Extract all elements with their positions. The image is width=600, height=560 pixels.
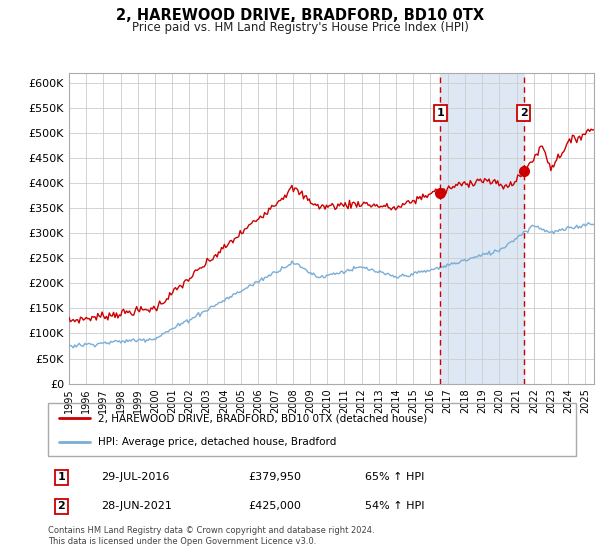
Text: 2: 2 [58, 501, 65, 511]
Text: Price paid vs. HM Land Registry's House Price Index (HPI): Price paid vs. HM Land Registry's House … [131, 21, 469, 34]
Text: 28-JUN-2021: 28-JUN-2021 [101, 501, 172, 511]
Text: Contains HM Land Registry data © Crown copyright and database right 2024.
This d: Contains HM Land Registry data © Crown c… [48, 526, 374, 546]
Text: 54% ↑ HPI: 54% ↑ HPI [365, 501, 424, 511]
Bar [440, 73, 524, 384]
Text: £425,000: £425,000 [248, 501, 302, 511]
Text: £379,950: £379,950 [248, 473, 302, 482]
Text: 29-JUL-2016: 29-JUL-2016 [101, 473, 169, 482]
Text: 2, HAREWOOD DRIVE, BRADFORD, BD10 0TX (detached house): 2, HAREWOOD DRIVE, BRADFORD, BD10 0TX (d… [98, 413, 427, 423]
Text: 1: 1 [437, 108, 445, 118]
Text: 1: 1 [58, 473, 65, 482]
Text: 65% ↑ HPI: 65% ↑ HPI [365, 473, 424, 482]
Text: HPI: Average price, detached house, Bradford: HPI: Average price, detached house, Brad… [98, 437, 337, 447]
Text: 2, HAREWOOD DRIVE, BRADFORD, BD10 0TX: 2, HAREWOOD DRIVE, BRADFORD, BD10 0TX [116, 8, 484, 24]
Text: 2: 2 [520, 108, 527, 118]
